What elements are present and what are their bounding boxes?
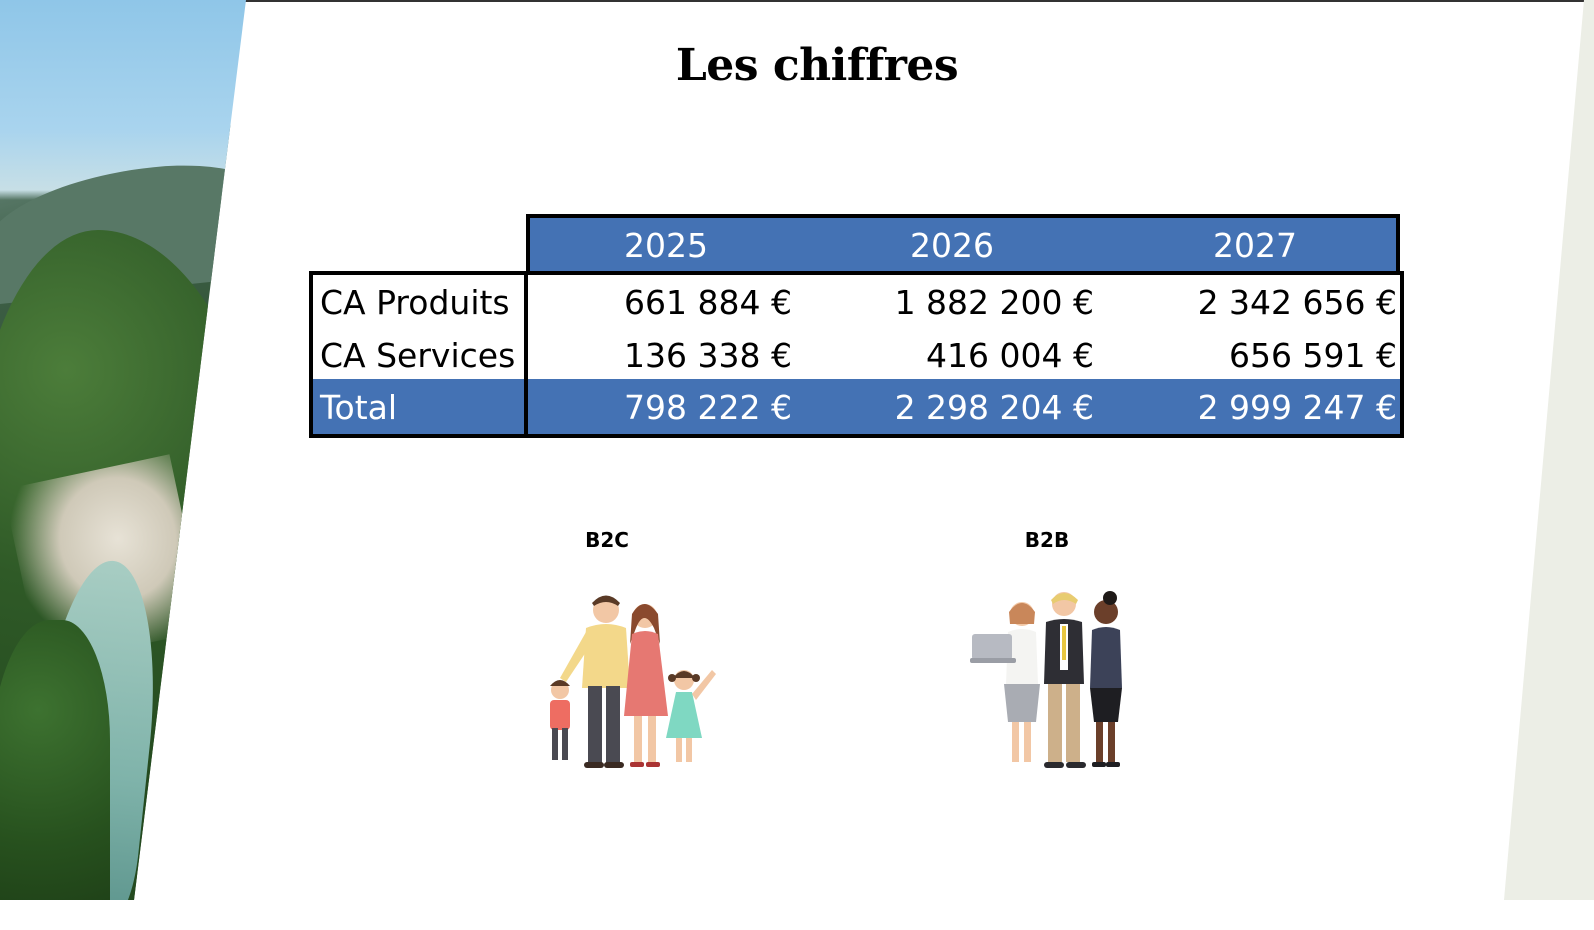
table-total-band	[313, 379, 1400, 434]
table-cell: 661 884 €	[624, 283, 792, 322]
total-cell: 2 298 204 €	[894, 388, 1094, 427]
table-cell: 1 882 200 €	[894, 283, 1094, 322]
total-cell: 2 999 247 €	[1197, 388, 1397, 427]
table-column-separator	[524, 271, 528, 438]
landscape-photo	[0, 0, 246, 900]
table-cell: 2 342 656 €	[1197, 283, 1397, 322]
table-cell: 656 591 €	[1229, 336, 1397, 375]
family-illustration	[550, 595, 716, 768]
table-cell: 416 004 €	[926, 336, 1094, 375]
year-header-2027: 2027	[1213, 226, 1297, 265]
right-decor-strip	[1504, 0, 1594, 900]
year-header-2025: 2025	[624, 226, 708, 265]
year-header-2026: 2026	[910, 226, 994, 265]
table-header-band	[526, 214, 1400, 272]
total-cell: 798 222 €	[624, 388, 792, 427]
slide-title: Les chiffres	[675, 40, 959, 91]
row-label-ca-services: CA Services	[320, 336, 516, 375]
row-label-total: Total	[320, 388, 398, 427]
table-cell: 136 338 €	[624, 336, 792, 375]
b2b-label: B2B	[1024, 528, 1070, 552]
b2c-label: B2C	[585, 528, 629, 552]
row-label-ca-produits: CA Produits	[320, 283, 510, 322]
top-border	[0, 0, 1594, 2]
business-team-illustration	[970, 591, 1122, 768]
